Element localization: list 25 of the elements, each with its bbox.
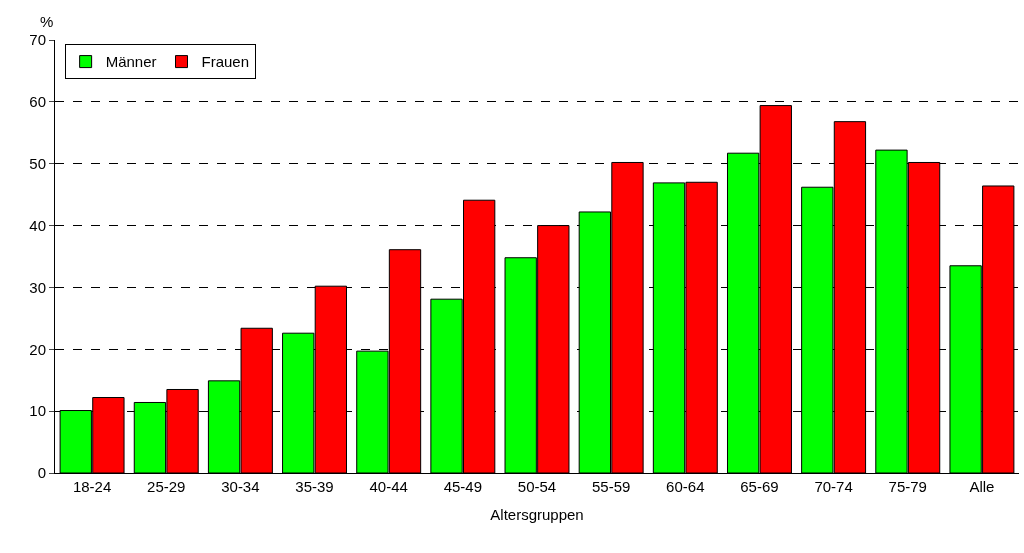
x-tick-label: Alle <box>969 478 995 495</box>
x-tick-label: 75-79 <box>888 478 927 495</box>
y-tick-label: 40 <box>29 216 46 234</box>
x-axis-title: Altersgruppen <box>490 506 584 523</box>
x-tick-label: 60-64 <box>666 478 705 495</box>
legend-label: Männer <box>105 53 157 71</box>
y-tick-label: 20 <box>29 340 46 358</box>
x-tick-label: 55-59 <box>591 478 631 495</box>
legend-label: Frauen <box>201 53 250 71</box>
y-tick-label: 10 <box>29 402 46 420</box>
x-tick-label: 18-24 <box>72 478 112 495</box>
x-tick-label: 25-29 <box>147 478 186 495</box>
y-tick-label: 60 <box>29 93 46 111</box>
y-axis-title: % <box>40 13 54 30</box>
x-tick-label: 65-69 <box>740 478 779 495</box>
x-tick-label: 35-39 <box>295 478 334 495</box>
x-tick-label: 45-49 <box>443 478 483 495</box>
y-tick-label: 50 <box>29 154 46 172</box>
y-tick-label: 70 <box>29 31 46 49</box>
y-tick-label: 0 <box>37 464 46 482</box>
x-tick-label: 40-44 <box>369 478 408 495</box>
x-tick-label: 30-34 <box>221 478 260 495</box>
y-tick-label: 30 <box>29 278 46 296</box>
x-tick-label: 50-54 <box>517 478 557 495</box>
x-tick-label: 70-74 <box>814 478 853 495</box>
